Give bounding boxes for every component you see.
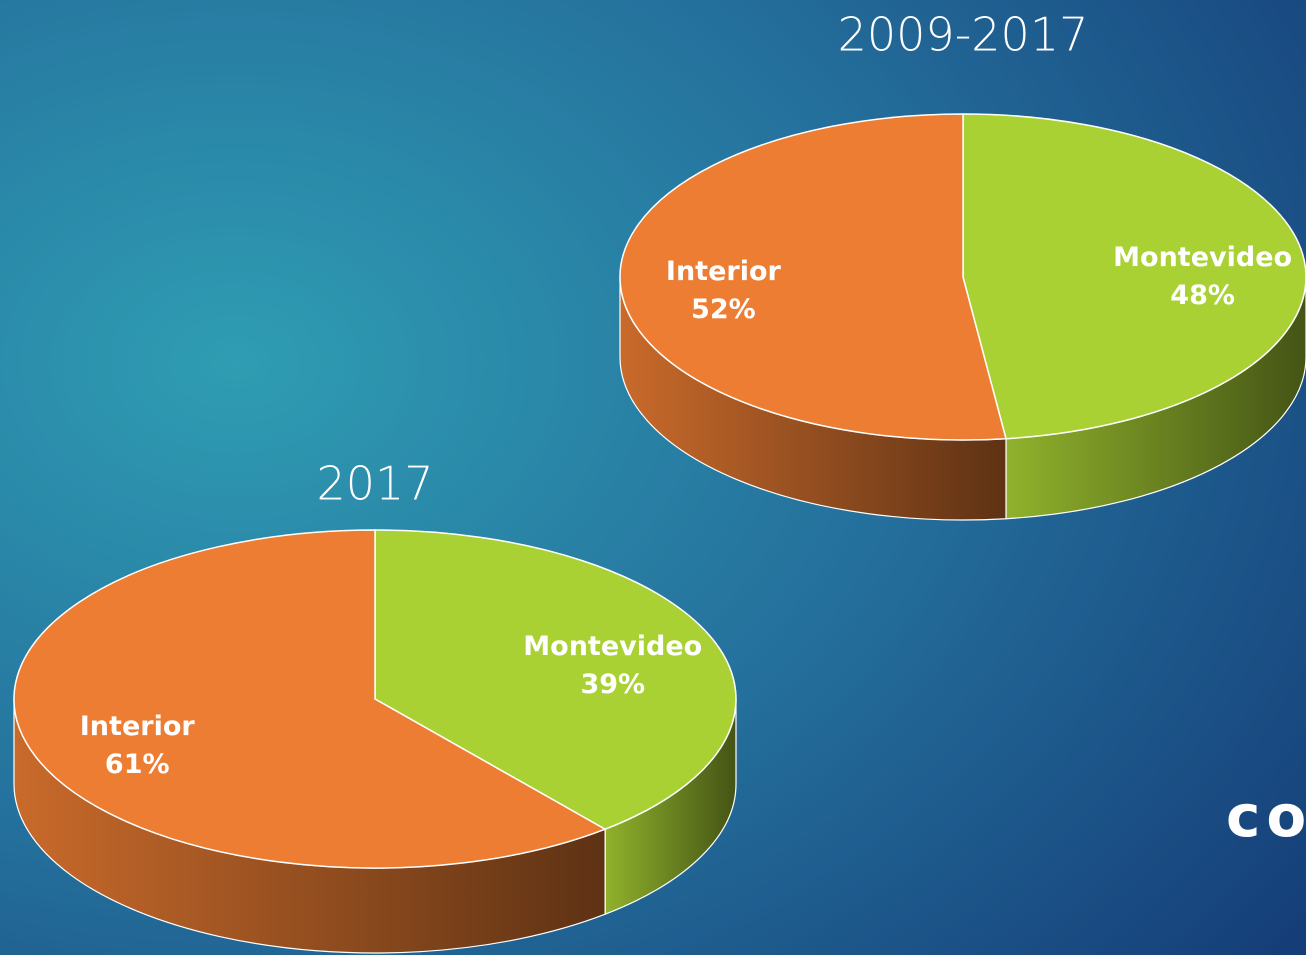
chart-title: 2017 xyxy=(316,457,433,511)
data-label: Interior 61% xyxy=(80,711,196,780)
category-label: Interior xyxy=(80,711,196,742)
data-label: Interior 52% xyxy=(666,256,782,325)
category-label: Montevideo xyxy=(523,631,702,662)
value-label: 52% xyxy=(691,294,756,325)
slide-text: co xyxy=(1226,782,1306,850)
pie-slice xyxy=(374,529,737,831)
pie-chart: 2009-2017 Montevideo 48% Interior 52% xyxy=(619,8,1306,521)
value-label: 48% xyxy=(1170,280,1235,311)
pie-slice xyxy=(13,529,607,869)
pie-slice xyxy=(619,113,1007,441)
value-label: 61% xyxy=(105,749,170,780)
value-label: 39% xyxy=(580,669,645,700)
data-label: Montevideo 48% xyxy=(1113,242,1292,311)
pie-chart: 2017 Montevideo 39% Interior 61% xyxy=(13,457,737,954)
data-label: Montevideo 39% xyxy=(523,631,702,700)
chart-title: 2009-2017 xyxy=(838,8,1089,62)
pie-slice xyxy=(962,113,1306,440)
category-label: Montevideo xyxy=(1113,242,1292,273)
category-label: Interior xyxy=(666,256,782,287)
